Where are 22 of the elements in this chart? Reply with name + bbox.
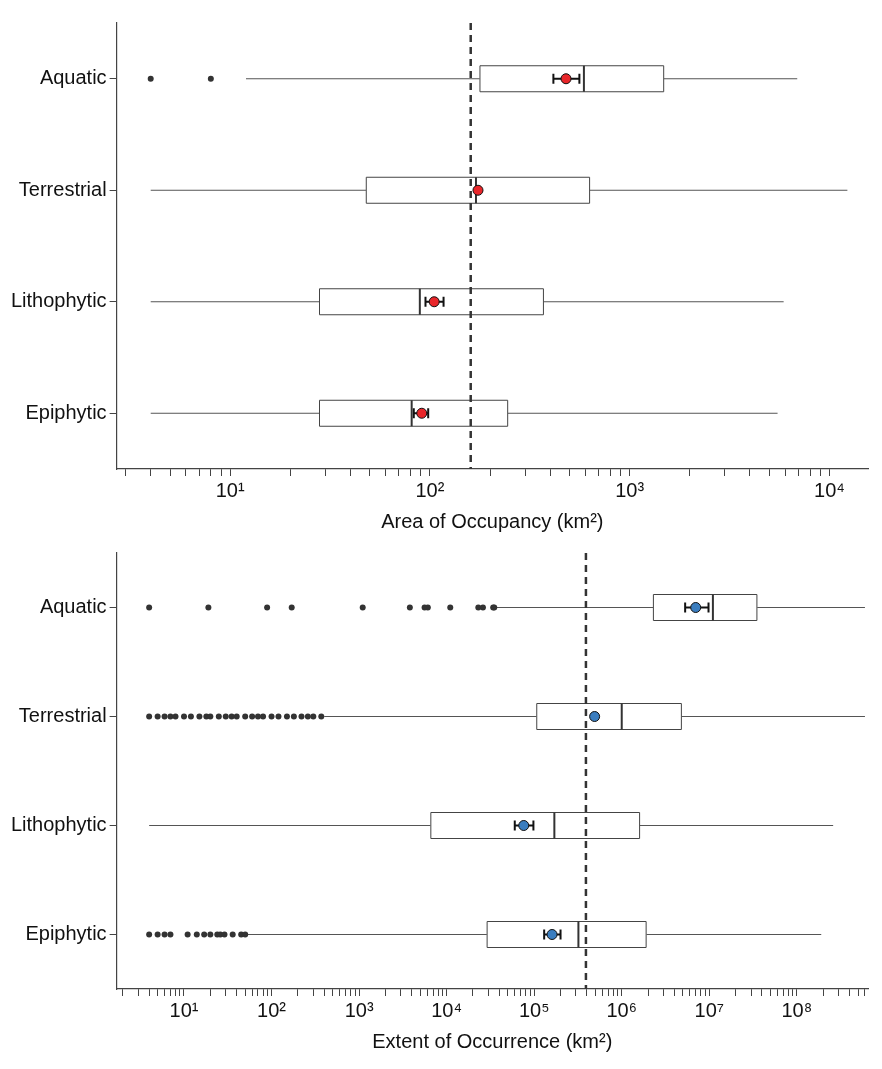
y-tick-label: Epiphytic	[25, 400, 107, 423]
x-tick-label: 10⁴	[431, 998, 463, 1021]
x-tick-label: 10¹	[215, 478, 245, 501]
y-tick-label: Lithophytic	[10, 813, 107, 836]
x-tick-label: 10¹	[169, 998, 199, 1021]
x-tick-label: 10⁴	[814, 478, 845, 501]
y-tick-label: Epiphytic	[25, 922, 107, 945]
y-tick-label: Lithophytic	[10, 289, 107, 312]
y-tick-label: Aquatic	[39, 595, 107, 618]
y-tick-label: Terrestrial	[18, 177, 107, 200]
x-tick-label: 10⁵	[518, 998, 550, 1021]
x-tick-label: 10³	[615, 478, 645, 501]
y-tick-label: Aquatic	[39, 66, 107, 89]
x-axis-title: Area of Occupancy (km²)	[381, 509, 604, 532]
x-tick-label: 10²	[415, 478, 445, 501]
x-tick-label: 10³	[344, 998, 374, 1021]
y-tick-label: Terrestrial	[18, 704, 107, 727]
x-tick-label: 10²	[257, 998, 287, 1021]
x-tick-label: 10⁸	[781, 998, 813, 1021]
x-axis-title: Extent of Occurrence (km²)	[372, 1029, 613, 1052]
x-tick-label: 10⁶	[606, 998, 637, 1021]
x-tick-label: 10⁷	[694, 998, 725, 1021]
